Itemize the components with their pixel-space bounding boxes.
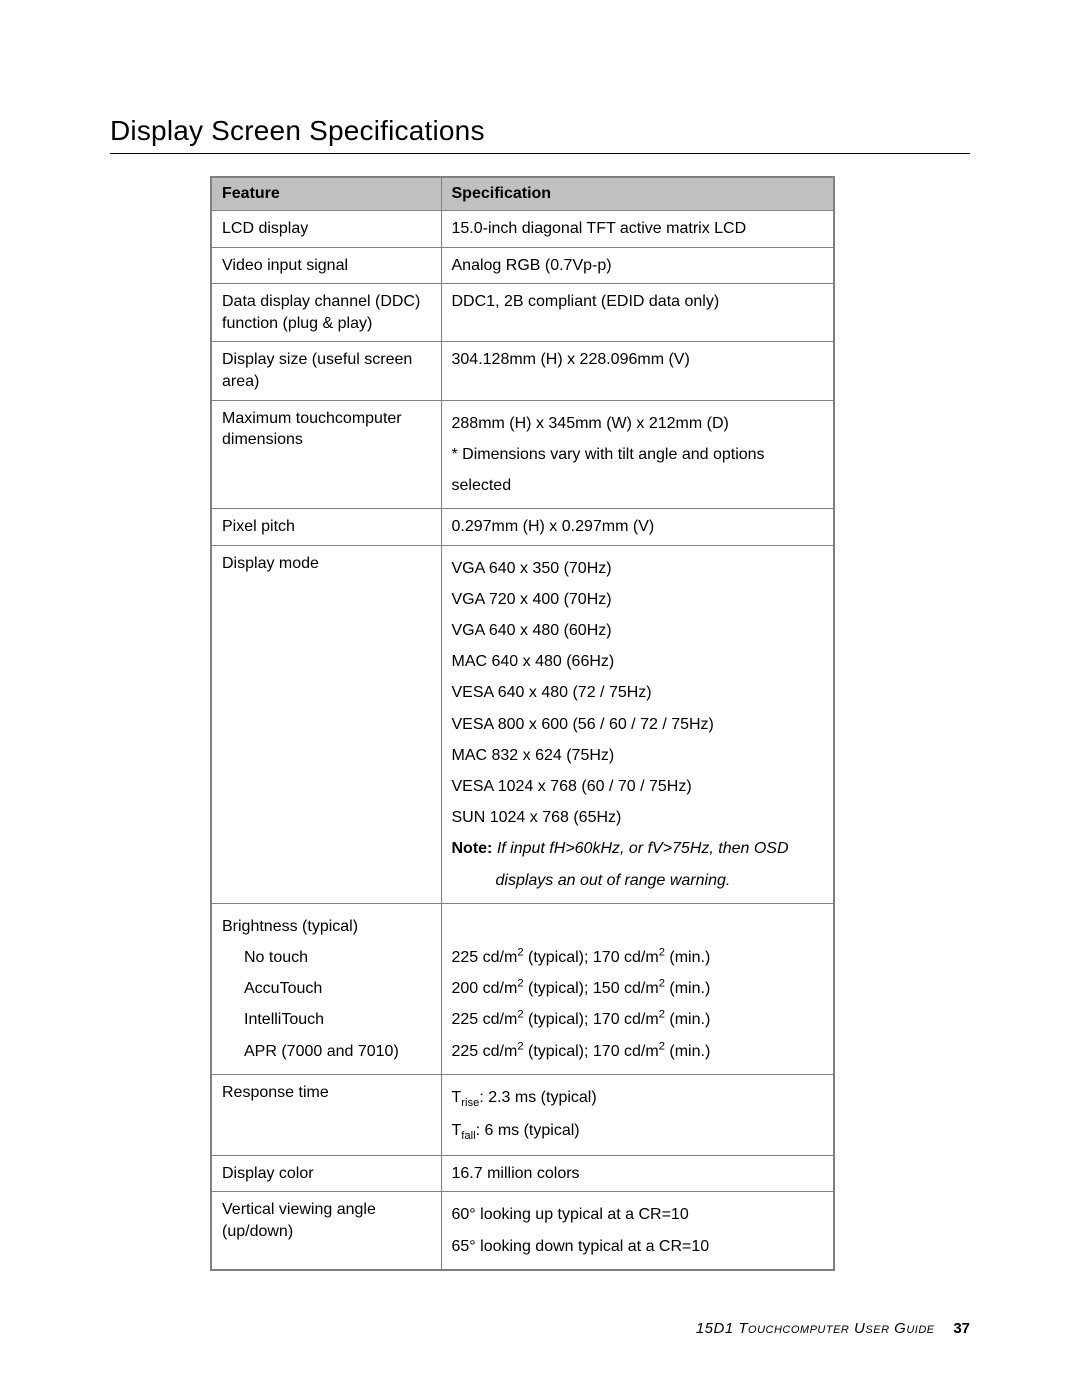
- cell-feature: Vertical viewing angle (up/down): [211, 1192, 441, 1270]
- text-line: 288mm (H) x 345mm (W) x 212mm (D): [452, 415, 729, 432]
- text-line: 65° looking down typical at a CR=10: [452, 1238, 710, 1255]
- section-title: Display Screen Specifications: [110, 115, 970, 154]
- cell-feature: Pixel pitch: [211, 509, 441, 546]
- cell-feature: Response time: [211, 1074, 441, 1155]
- cell-spec: VGA 640 x 350 (70Hz) VGA 720 x 400 (70Hz…: [441, 545, 834, 903]
- text-line: MAC 640 x 480 (66Hz): [452, 653, 615, 670]
- text-line: MAC 832 x 624 (75Hz): [452, 747, 615, 764]
- table-row: Brightness (typical) No touch AccuTouch …: [211, 903, 834, 1074]
- cell-spec: 15.0-inch diagonal TFT active matrix LCD: [441, 211, 834, 248]
- header-spec: Specification: [441, 177, 834, 211]
- spec-table: Feature Specification LCD display 15.0-i…: [210, 176, 835, 1271]
- text-line: Brightness (typical): [222, 918, 358, 935]
- footer-guide: 15D1 Touchcomputer User Guide: [696, 1320, 939, 1337]
- cell-spec: Analog RGB (0.7Vp-p): [441, 247, 834, 284]
- document-page: Display Screen Specifications Feature Sp…: [0, 0, 1080, 1397]
- cell-feature: Maximum touchcomputer dimensions: [211, 400, 441, 509]
- text-line: Tfall: 6 ms (typical): [452, 1122, 580, 1139]
- page-number: 37: [953, 1320, 970, 1337]
- text-line: VESA 640 x 480 (72 / 75Hz): [452, 684, 652, 701]
- cell-spec: 16.7 million colors: [441, 1155, 834, 1192]
- text-line: VESA 1024 x 768 (60 / 70 / 75Hz): [452, 778, 692, 795]
- table-row: Display color 16.7 million colors: [211, 1155, 834, 1192]
- cell-feature: Display size (useful screen area): [211, 342, 441, 400]
- text-line: 225 cd/m2 (typical); 170 cd/m2 (min.): [452, 1011, 711, 1028]
- cell-feature: Display color: [211, 1155, 441, 1192]
- page-footer: 15D1 Touchcomputer User Guide 37: [696, 1320, 970, 1337]
- table-row: LCD display 15.0-inch diagonal TFT activ…: [211, 211, 834, 248]
- cell-spec: 288mm (H) x 345mm (W) x 212mm (D) * Dime…: [441, 400, 834, 509]
- note-text: displays an out of range warning.: [452, 872, 731, 889]
- text-line: Trise: 2.3 ms (typical): [452, 1089, 597, 1106]
- table-row: Pixel pitch 0.297mm (H) x 0.297mm (V): [211, 509, 834, 546]
- text-line: VGA 640 x 350 (70Hz): [452, 560, 612, 577]
- text-line: VGA 640 x 480 (60Hz): [452, 622, 612, 639]
- text-line: VGA 720 x 400 (70Hz): [452, 591, 612, 608]
- header-feature: Feature: [211, 177, 441, 211]
- text-line: 225 cd/m2 (typical); 170 cd/m2 (min.): [452, 1043, 711, 1060]
- text-line: AccuTouch: [222, 973, 431, 1004]
- note-text: If input fH>60kHz, or fV>75Hz, then OSD: [492, 840, 788, 857]
- cell-spec: 60° looking up typical at a CR=10 65° lo…: [441, 1192, 834, 1270]
- cell-feature: Brightness (typical) No touch AccuTouch …: [211, 903, 441, 1074]
- table-row: Video input signal Analog RGB (0.7Vp-p): [211, 247, 834, 284]
- text-line: 60° looking up typical at a CR=10: [452, 1206, 689, 1223]
- table-row: Maximum touchcomputer dimensions 288mm (…: [211, 400, 834, 509]
- table-row: Data display channel (DDC) function (plu…: [211, 284, 834, 342]
- text-line: VESA 800 x 600 (56 / 60 / 72 / 75Hz): [452, 716, 714, 733]
- table-row: Vertical viewing angle (up/down) 60° loo…: [211, 1192, 834, 1270]
- cell-spec: DDC1, 2B compliant (EDID data only): [441, 284, 834, 342]
- text-line: SUN 1024 x 768 (65Hz): [452, 809, 622, 826]
- cell-feature: Display mode: [211, 545, 441, 903]
- cell-spec: Trise: 2.3 ms (typical) Tfall: 6 ms (typ…: [441, 1074, 834, 1155]
- table-row: Display mode VGA 640 x 350 (70Hz) VGA 72…: [211, 545, 834, 903]
- note-label: Note:: [452, 840, 493, 857]
- text-line: APR (7000 and 7010): [222, 1036, 431, 1067]
- text-line: IntelliTouch: [222, 1004, 431, 1035]
- cell-spec: 225 cd/m2 (typical); 170 cd/m2 (min.) 20…: [441, 903, 834, 1074]
- cell-feature: Video input signal: [211, 247, 441, 284]
- text-line: 225 cd/m2 (typical); 170 cd/m2 (min.): [452, 949, 711, 966]
- cell-feature: Data display channel (DDC) function (plu…: [211, 284, 441, 342]
- text-line: * Dimensions vary with tilt angle and op…: [452, 446, 765, 494]
- text-line: 200 cd/m2 (typical); 150 cd/m2 (min.): [452, 980, 711, 997]
- text-line: No touch: [222, 942, 431, 973]
- table-row: Display size (useful screen area) 304.12…: [211, 342, 834, 400]
- table-header-row: Feature Specification: [211, 177, 834, 211]
- cell-feature: LCD display: [211, 211, 441, 248]
- cell-spec: 0.297mm (H) x 0.297mm (V): [441, 509, 834, 546]
- table-row: Response time Trise: 2.3 ms (typical) Tf…: [211, 1074, 834, 1155]
- cell-spec: 304.128mm (H) x 228.096mm (V): [441, 342, 834, 400]
